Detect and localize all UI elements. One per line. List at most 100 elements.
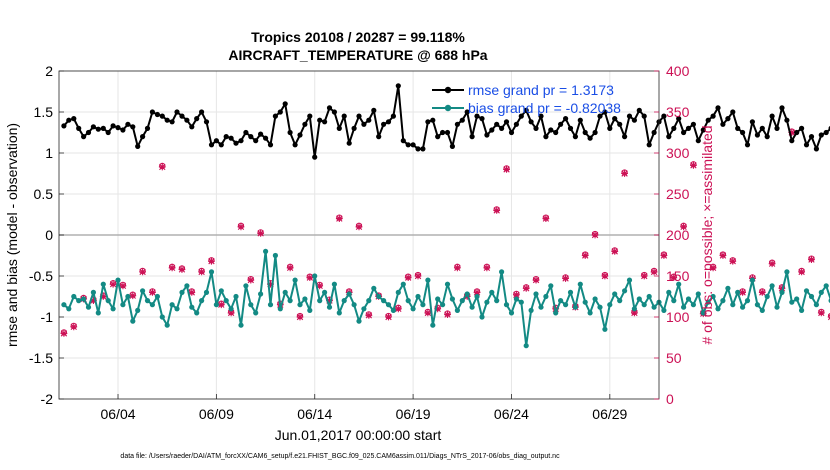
bias-point [376, 293, 382, 300]
bias-point [356, 318, 362, 324]
obs-assimilated-marker [591, 231, 599, 239]
rmse-point [799, 125, 805, 131]
bias-point [312, 273, 318, 279]
bias-point [794, 296, 800, 302]
bias-point [681, 304, 687, 310]
bias-point [528, 307, 534, 313]
bias-point [253, 310, 259, 316]
bias-point [302, 296, 308, 302]
bias-point [425, 277, 431, 283]
bias-point [385, 302, 392, 308]
rmse-point [543, 134, 549, 140]
bias-point [567, 289, 574, 295]
bias-point [125, 293, 131, 300]
bias-point [823, 283, 829, 289]
bias-point [789, 299, 795, 305]
rmse-point [356, 113, 362, 119]
rmse-point [499, 125, 505, 131]
rmse-point [641, 113, 647, 119]
bias-point [371, 285, 377, 291]
bias-point [622, 288, 628, 294]
bias-point [558, 298, 564, 304]
bias-point [272, 252, 278, 259]
rmse-point [735, 125, 741, 131]
bias-point [464, 291, 470, 297]
rmse-point [115, 125, 121, 131]
bias-point [730, 302, 736, 308]
obs-assimilated-marker [217, 301, 225, 309]
bias-point [390, 307, 396, 313]
bias-point [489, 289, 495, 295]
rmse-point [602, 109, 608, 115]
rmse-point [302, 121, 308, 127]
obs-assimilated-marker [424, 309, 432, 317]
rmse-point [322, 119, 328, 125]
rmse-point [395, 83, 401, 89]
bias-point [361, 306, 367, 312]
bias-point [154, 293, 160, 300]
x-axis-ticks: 06/04 06/09 06/14 06/19 06/24 06/29 [100, 394, 628, 422]
obs-assimilated-marker [237, 223, 245, 231]
rmse-point [518, 113, 524, 119]
rmse-point [66, 117, 72, 123]
bias-point [292, 277, 298, 283]
rmse-point [410, 142, 416, 148]
rmse-point [440, 129, 446, 136]
rmse-point [626, 113, 633, 119]
obs-assimilated-marker [758, 289, 766, 296]
bias-point [228, 306, 234, 312]
rmse-point [317, 117, 323, 123]
bias-point [779, 289, 785, 295]
bias-point [61, 302, 67, 308]
rmse-point [248, 134, 254, 140]
rmse-point [430, 117, 436, 123]
bias-point [194, 310, 200, 316]
obs-assimilated-marker [640, 272, 648, 280]
rmse-point [449, 143, 455, 149]
rmse-point [592, 129, 598, 136]
bias-point [267, 302, 274, 308]
bias-point [243, 283, 249, 289]
bias-point [685, 296, 692, 302]
bias-point [100, 281, 106, 287]
bias-point [538, 304, 544, 310]
y-axis-ticks: 2 1.5 1 0.5 0 -0.5 -1 -1.5 -2 [29, 63, 64, 407]
rmse-point [464, 109, 470, 115]
rmse-point [95, 126, 101, 132]
bias-point [636, 296, 642, 302]
rmse-point [258, 131, 264, 137]
bias-point [297, 302, 303, 308]
bias-point [420, 302, 426, 308]
rmse-point [253, 138, 259, 144]
bias-point [174, 306, 180, 312]
y-tick-label: -1.5 [29, 350, 53, 366]
obs-assimilated-marker [650, 268, 658, 276]
rmse-point [130, 124, 136, 130]
x-tick-label: 06/09 [199, 406, 234, 422]
bias-point [587, 310, 593, 316]
rmse-point [764, 134, 770, 140]
y2-tick-label: 350 [666, 104, 690, 120]
rmse-point [154, 111, 160, 118]
rmse-point [617, 121, 623, 127]
bias-point [331, 281, 337, 287]
rmse-point [149, 109, 155, 115]
obs-assimilated-marker [680, 223, 687, 231]
bias-point [499, 269, 505, 275]
bias-point [430, 322, 436, 328]
bias-point [71, 293, 77, 300]
rmse-point [636, 107, 642, 113]
bias-point [607, 302, 613, 308]
bias-point [322, 289, 328, 295]
rmse-point [405, 142, 411, 148]
bias-point [597, 304, 603, 310]
bias-point [459, 298, 465, 304]
bias-point [110, 306, 116, 312]
bias-point [710, 293, 716, 300]
bias-point [81, 296, 87, 302]
y2-tick-label: 150 [666, 268, 690, 284]
bias-point [572, 304, 579, 310]
obs-assimilated-marker [532, 276, 540, 284]
rmse-point [444, 129, 451, 136]
y2-tick-label: 200 [666, 227, 690, 243]
